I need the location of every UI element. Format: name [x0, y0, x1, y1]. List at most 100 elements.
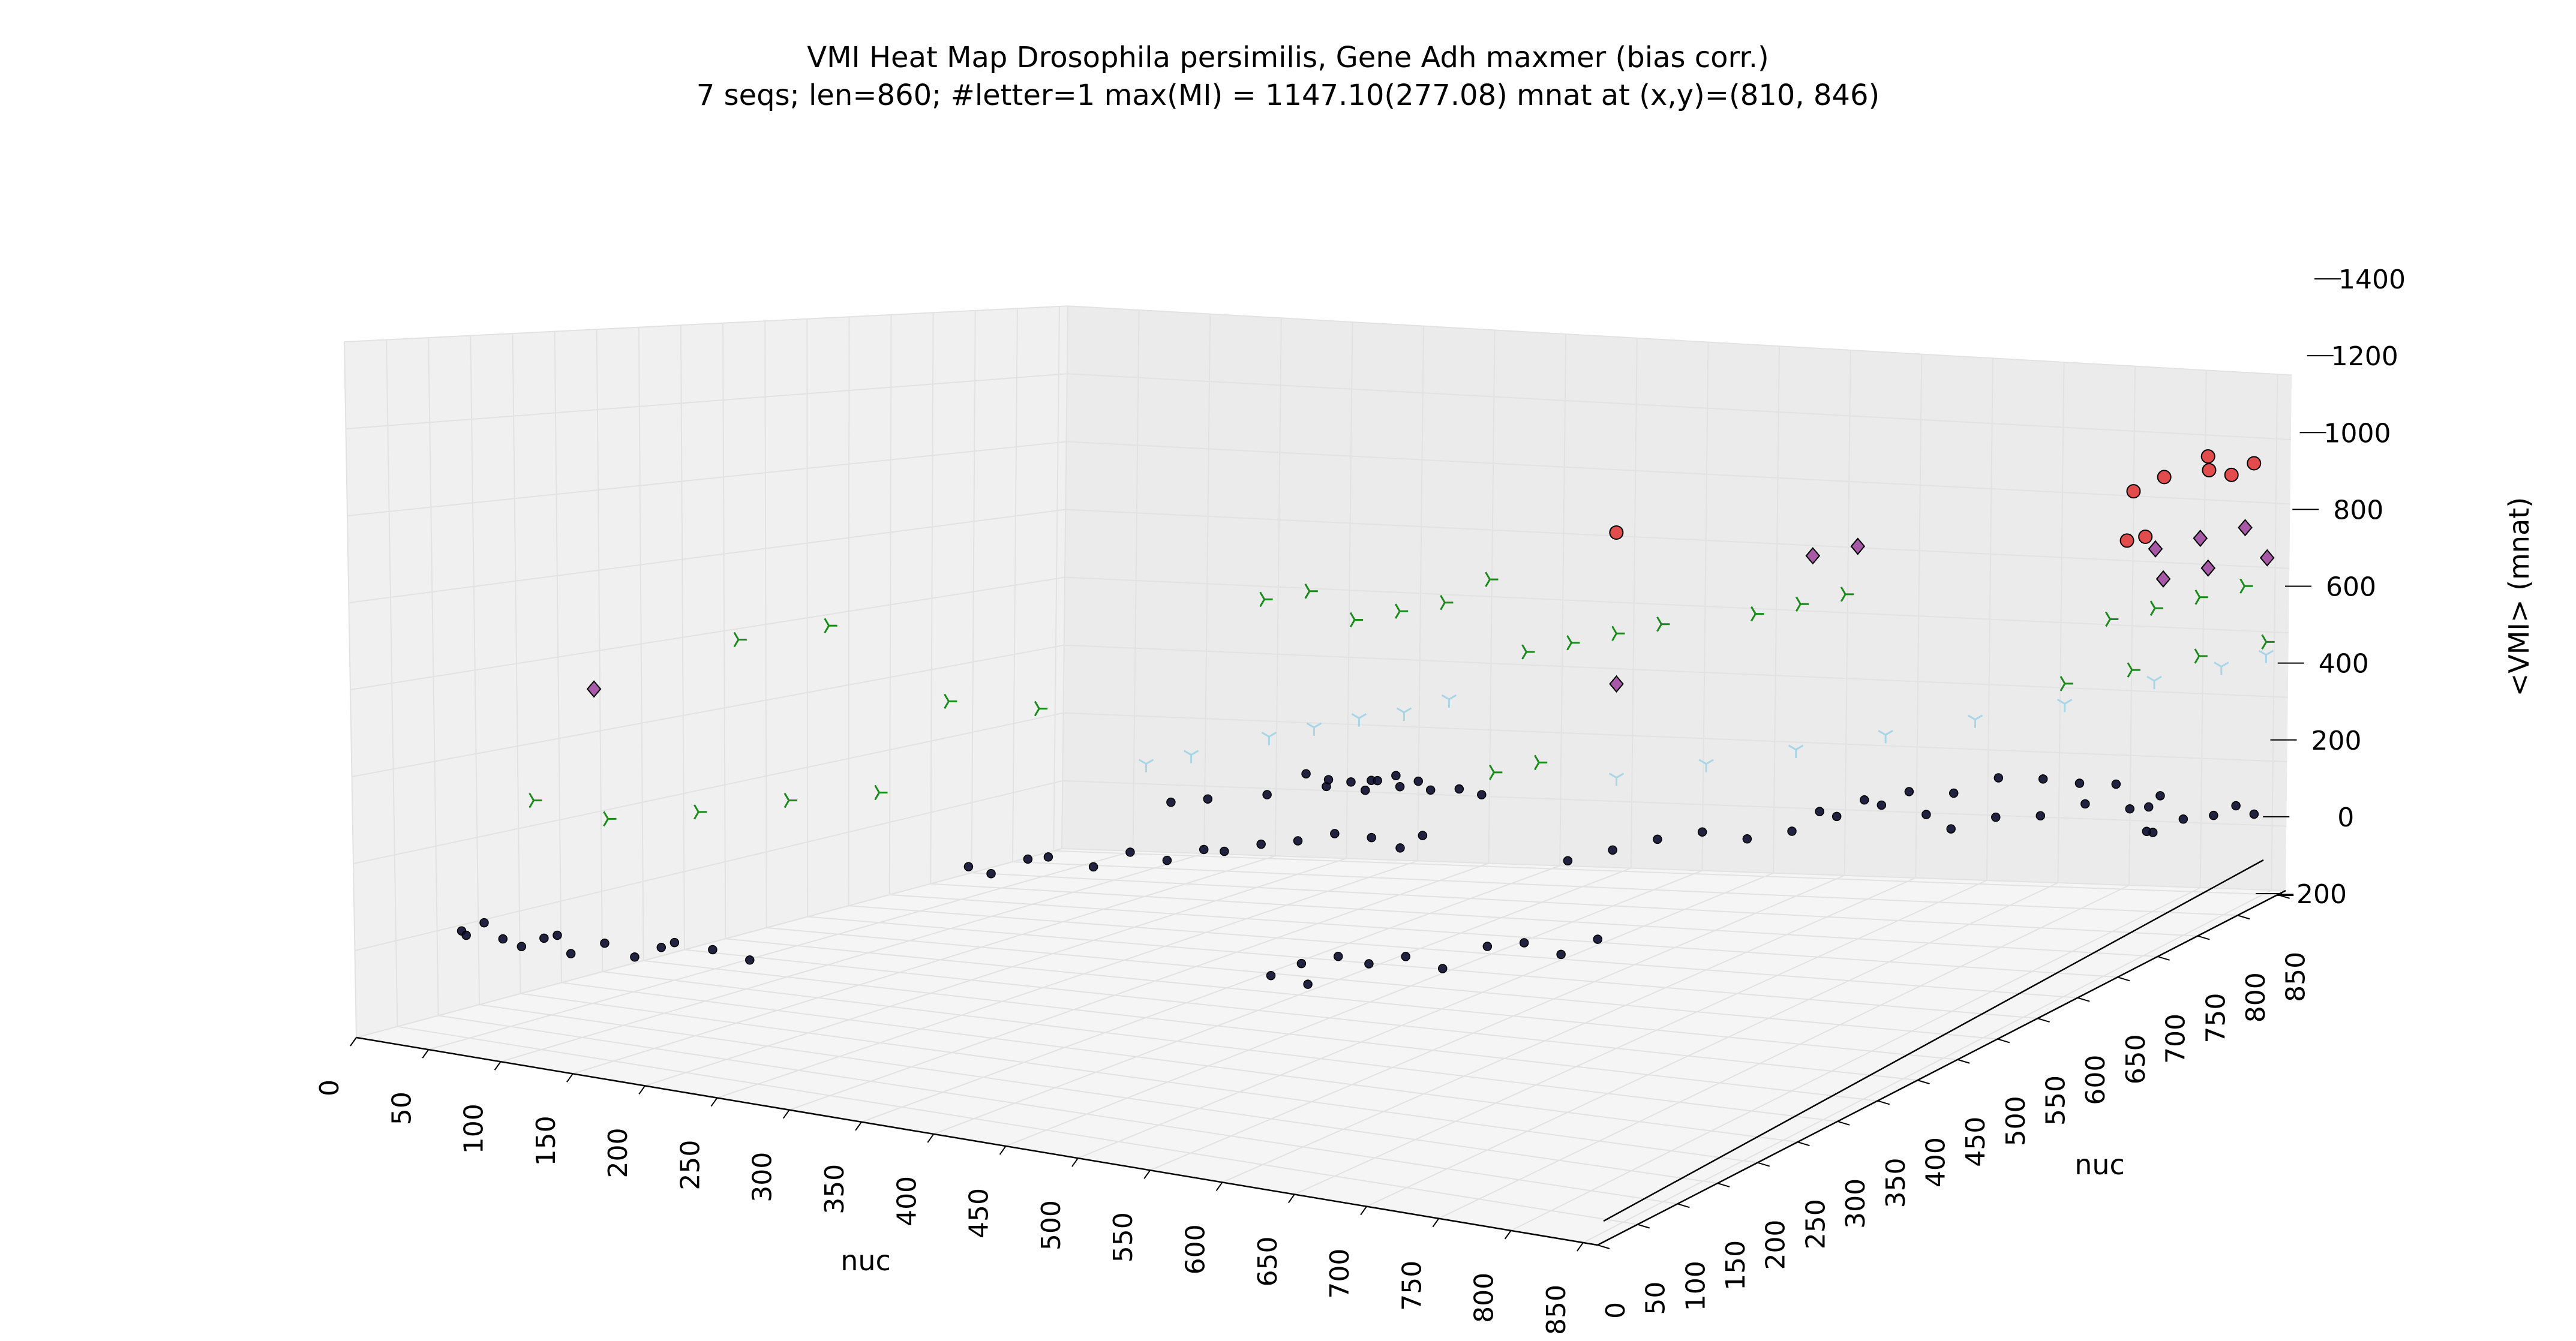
- green-tri-marker: [2194, 648, 2208, 664]
- green-tri-marker: [2127, 662, 2140, 678]
- z-axis-label: <VMI> (mnat): [2503, 497, 2535, 697]
- point-marker: [1593, 934, 1603, 944]
- green-tri-marker: [1259, 591, 1273, 608]
- lightblue-tri-marker: [1441, 694, 1457, 708]
- point-marker: [1162, 855, 1172, 865]
- green-tri-marker: [944, 693, 957, 709]
- point-marker: [517, 942, 527, 951]
- x-tick: [1215, 1181, 1223, 1191]
- point-marker: [656, 943, 666, 952]
- y-tick-label: 550: [2041, 1075, 2071, 1126]
- floor-pane: [356, 849, 2286, 1245]
- point-marker: [2035, 811, 2046, 821]
- green-tri-marker: [1394, 603, 1409, 619]
- lightblue-tri-marker: [1608, 772, 1625, 786]
- y-tick-label: 600: [2080, 1055, 2111, 1105]
- x-tick: [855, 1121, 862, 1131]
- y-tick-label: 150: [1721, 1240, 1751, 1291]
- point-marker: [2080, 799, 2090, 809]
- point-marker: [1418, 831, 1428, 840]
- z-axis-line: [1603, 859, 2264, 1222]
- axes-ticks: 050 100 150 200 250 300 350 400 450 500 550 600 650 7…: [314, 264, 2406, 1335]
- z-grid-line: [344, 305, 2292, 376]
- green-tri-marker: [783, 792, 797, 808]
- point-marker: [1401, 952, 1410, 961]
- point-marker: [2111, 779, 2121, 789]
- x-tick: [1432, 1218, 1440, 1228]
- lightblue-tri-marker: [1306, 722, 1322, 736]
- red-circle-marker: [1609, 525, 1624, 540]
- x-tick: [566, 1073, 574, 1083]
- x-axis-line: [356, 1036, 1598, 1246]
- x-tick-label: 350: [819, 1164, 850, 1214]
- green-tri-marker: [1034, 700, 1048, 717]
- point-marker: [1556, 949, 1566, 960]
- z-grid-line: [347, 441, 2290, 516]
- point-marker: [1991, 812, 2001, 822]
- x-tick: [638, 1085, 645, 1095]
- y-tick: [2077, 997, 2090, 1002]
- x-tick-label: 800: [1469, 1273, 1500, 1323]
- x-tick-label: 650: [1253, 1237, 1283, 1287]
- point-marker: [1946, 824, 1956, 834]
- point-marker: [1293, 836, 1303, 846]
- point-marker: [2155, 791, 2165, 801]
- point-marker: [1199, 844, 1209, 855]
- point-marker: [2074, 778, 2085, 788]
- y-tick: [2157, 955, 2170, 961]
- point-marker: [1477, 790, 1487, 799]
- point-marker: [2142, 826, 2152, 836]
- point-marker: [1563, 856, 1573, 865]
- y-tick: [1677, 1203, 1690, 1208]
- point-marker: [1454, 784, 1464, 794]
- green-tri-marker: [529, 792, 542, 808]
- point-marker: [1904, 787, 1914, 796]
- lightblue-tri-marker: [2146, 675, 2162, 690]
- lightblue-tri-marker: [1698, 759, 1714, 772]
- point-marker: [1256, 839, 1266, 849]
- y-tick-label: 850: [2281, 952, 2311, 1002]
- z-tick-label: 200: [2311, 726, 2362, 756]
- point-marker: [1043, 852, 1053, 862]
- y-tick-label: 450: [1960, 1117, 1991, 1167]
- point-marker: [1832, 811, 1842, 822]
- y-tick: [1997, 1038, 2010, 1044]
- x-tick: [1143, 1169, 1151, 1179]
- green-tri-marker: [1533, 754, 1548, 771]
- diamond-marker: [586, 680, 602, 698]
- back-pane: [1062, 306, 2292, 891]
- x-tick-label: 0: [314, 1080, 345, 1096]
- y-tick: [1597, 1244, 1610, 1249]
- point-marker: [553, 930, 562, 940]
- red-circle-marker: [2224, 467, 2239, 482]
- point-marker: [986, 869, 996, 879]
- data-points: [457, 449, 2275, 989]
- point-marker: [1948, 788, 1959, 798]
- point-marker: [1023, 854, 1033, 864]
- green-tri-marker: [1656, 616, 1670, 632]
- point-marker: [1993, 773, 2004, 783]
- point-marker: [2209, 810, 2218, 820]
- axes-lines: [356, 859, 2286, 1246]
- y-tick-label: 100: [1680, 1261, 1711, 1311]
- x-tick-label: 550: [1108, 1212, 1139, 1262]
- x-tick: [1071, 1157, 1079, 1167]
- point-marker: [566, 949, 576, 958]
- x-tick-label: 700: [1325, 1249, 1355, 1299]
- point-marker: [539, 933, 549, 943]
- green-tri-marker: [2194, 590, 2208, 605]
- point-marker: [479, 918, 489, 928]
- point-marker: [1220, 846, 1229, 856]
- point-marker: [1088, 862, 1098, 872]
- x-axis-label: nuc: [840, 1244, 891, 1277]
- x-tick: [782, 1110, 790, 1119]
- y-tick-label: 650: [2121, 1034, 2151, 1084]
- diamond-marker: [2259, 549, 2275, 567]
- point-marker: [1860, 795, 1869, 805]
- green-tri-marker: [1840, 587, 1854, 602]
- z-tick-label: 600: [2326, 572, 2376, 603]
- lightblue-tri-marker: [1788, 744, 1804, 758]
- y-tick: [1877, 1100, 1890, 1105]
- z-tick-label: 1000: [2324, 418, 2391, 449]
